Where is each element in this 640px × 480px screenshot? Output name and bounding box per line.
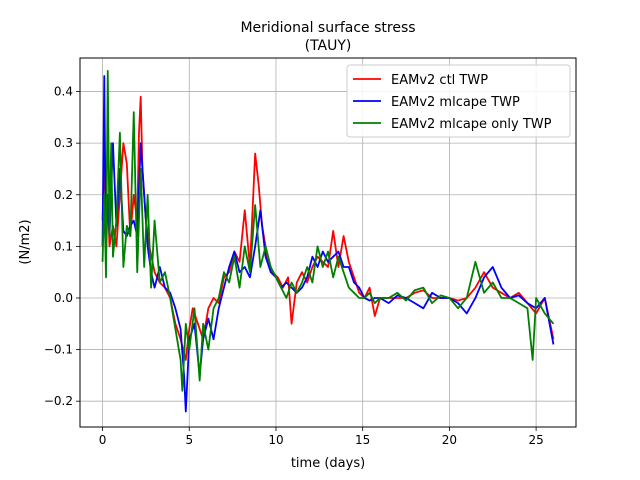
series-line-3: [101, 70, 555, 392]
x-tick-label: 5: [185, 433, 193, 447]
chart-subtitle: (TAUY): [305, 38, 352, 54]
y-tick-label: 0.0: [54, 291, 73, 305]
legend: EAMv2 ctl TWP EAMv2 mlcape TWP EAMv2 mlcap…: [346, 64, 571, 138]
x-axis-label: time (days): [291, 456, 365, 471]
x-tick-label: 10: [268, 433, 283, 447]
legend-box: [346, 64, 571, 138]
y-axis-label: (N/m2): [18, 219, 33, 264]
chart-title: Meridional surface stress: [240, 20, 415, 36]
plot-frame: [79, 57, 577, 428]
y-tick-label: 0.3: [54, 136, 73, 150]
y-tick-label: −0.2: [44, 394, 73, 408]
x-tick-label: 25: [528, 433, 543, 447]
y-tick-label: 0.1: [54, 239, 73, 253]
x-tick-label: 15: [355, 433, 370, 447]
tick-layer: 0 5 10 15 20 25 −0.2 −0.1 0.0 0.1 0.2 0.3 0.4: [44, 85, 544, 447]
x-tick-label: 20: [442, 433, 457, 447]
legend-entry: EAMv2 mlcape only TWP: [391, 117, 552, 132]
legend-entry: EAMv2 mlcape TWP: [391, 95, 520, 110]
y-tick-label: 0.2: [54, 188, 73, 202]
legend-entry: EAMv2 ctl TWP: [391, 73, 488, 88]
y-tick-label: 0.4: [54, 85, 73, 99]
y-tick-label: −0.1: [44, 343, 73, 357]
x-tick-label: 0: [99, 433, 107, 447]
plot-series-group: [101, 70, 555, 413]
series-line-2: [101, 75, 555, 413]
